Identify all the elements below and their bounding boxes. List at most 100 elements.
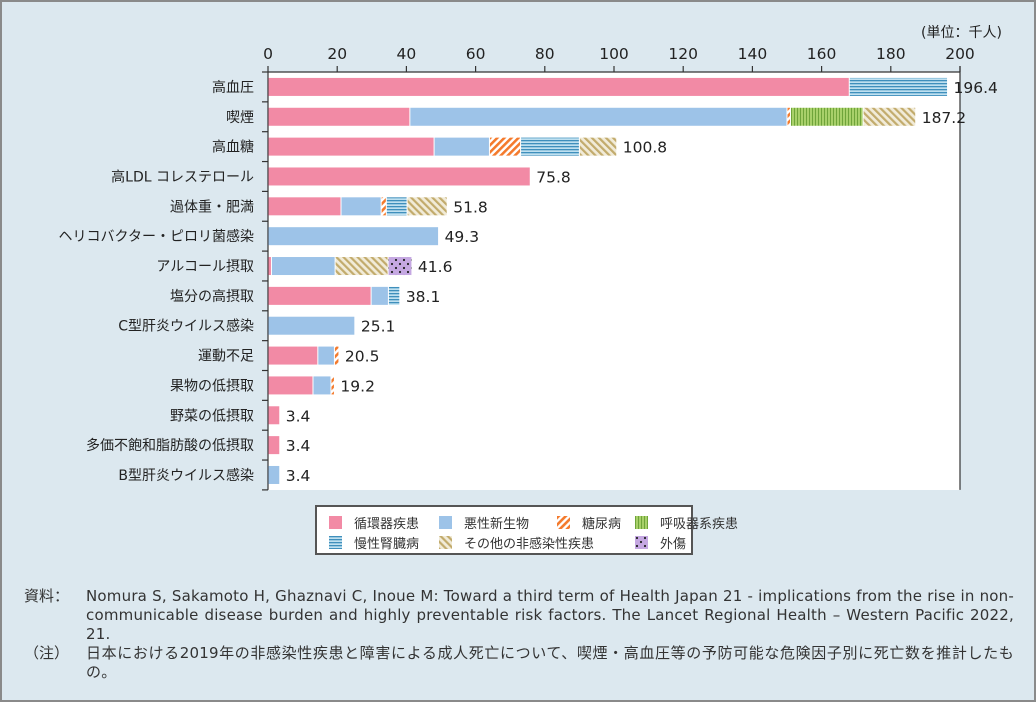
x-tick-label: 100 (599, 45, 629, 63)
legend-swatch (557, 516, 570, 529)
category-label: 果物の低摂取 (170, 378, 254, 394)
legend-item: 慢性腎臓病 (329, 533, 419, 552)
total-label: 3.4 (286, 407, 311, 425)
category-label: 高血圧 (212, 79, 254, 96)
legend-label: 外傷 (660, 537, 687, 552)
bar-segment (268, 137, 434, 156)
bar-segment (489, 137, 521, 156)
category-label: 喫煙 (226, 110, 254, 126)
bar-segment (313, 376, 331, 395)
category-label: 野菜の低摂取 (170, 408, 254, 424)
legend-swatch-fill (557, 516, 570, 529)
bar-segment (331, 376, 334, 395)
legend-swatch-fill (329, 536, 342, 549)
bar-segment (386, 197, 407, 216)
bar-segment (388, 286, 400, 305)
bar-segment (268, 316, 355, 335)
unit-label: (単位：千人) (921, 25, 1002, 41)
bar-segment (268, 286, 371, 305)
total-label: 196.4 (954, 79, 998, 97)
bar-segment (407, 197, 447, 216)
category-label: 高LDL コレステロール (111, 168, 254, 185)
x-tick-label: 0 (263, 45, 273, 63)
source-note: 資料： Nomura S, Sakamoto H, Ghaznavi C, In… (24, 587, 1014, 644)
legend-label: 循環器疾患 (354, 517, 420, 532)
x-tick-label: 140 (738, 45, 768, 63)
category-label: 多価不飽和脂肪酸の低摂取 (86, 437, 254, 454)
category-label: B型肝炎ウイルス感染 (118, 467, 254, 484)
source-label: 資料： (24, 587, 70, 605)
legend-item: 呼吸器系疾患 (635, 513, 738, 532)
legend-label: 慢性腎臓病 (354, 537, 420, 552)
plot-area (268, 72, 960, 490)
bar-segment (268, 436, 280, 455)
bar-segment (268, 167, 530, 186)
x-tick-label: 160 (807, 45, 837, 63)
category-label: 高血糖 (212, 139, 254, 156)
legend-swatch (635, 516, 648, 529)
x-tick-label: 80 (535, 45, 555, 63)
legend-item: 循環器疾患 (329, 513, 419, 532)
legend-label: その他の非感染性疾患 (464, 537, 595, 552)
legend-label: 呼吸器系疾患 (660, 517, 739, 532)
note-text: 日本における2019年の非感染性疾患と障害による成人死亡について、喫煙・高血圧等… (86, 644, 1014, 681)
legend-item: 糖尿病 (557, 513, 621, 532)
bar-segment (334, 346, 339, 365)
legend-swatch-fill (635, 536, 648, 549)
total-label: 25.1 (361, 318, 396, 336)
stacked-bar-chart: 0 20 40 60 80 100 120 140 160 180 200 高血圧喫煙高血糖高LDL… (59, 45, 998, 491)
total-label: 49.3 (445, 228, 480, 246)
bar-segment (268, 227, 439, 246)
bar-segment (787, 107, 790, 126)
x-tick-label: 20 (327, 45, 347, 63)
legend-item: その他の非感染性疾患 (439, 533, 594, 552)
total-label: 41.6 (418, 258, 453, 276)
total-label: 100.8 (623, 139, 667, 157)
x-tick-label: 200 (945, 45, 975, 63)
total-label: 51.8 (453, 198, 488, 216)
bar-segment (434, 137, 489, 156)
x-tick-label: 120 (668, 45, 698, 63)
legend-item: 悪性新生物 (439, 513, 529, 532)
bar-segment (268, 77, 849, 96)
legend-swatch-fill (439, 516, 452, 529)
category-label: 過体重・肥満 (170, 199, 254, 215)
bar-segment (410, 107, 787, 126)
note-label: （注） (24, 644, 70, 662)
x-tick-label: 40 (397, 45, 417, 63)
x-tick-label: 180 (876, 45, 906, 63)
bar-segment (268, 406, 280, 425)
total-label: 20.5 (345, 348, 380, 366)
notes: 資料： Nomura S, Sakamoto H, Ghaznavi C, In… (24, 587, 1014, 682)
legend-swatch (439, 516, 452, 529)
source-text: Nomura S, Sakamoto H, Ghaznavi C, Inoue … (86, 587, 1014, 643)
bar-segment (268, 465, 280, 484)
legend-swatch (635, 536, 648, 549)
bar-segment (863, 107, 916, 126)
legend-label: 悪性新生物 (464, 517, 530, 532)
category-label: ヘリコバクター・ピロリ菌感染 (59, 228, 254, 245)
total-label: 187.2 (922, 109, 966, 127)
total-label: 19.2 (340, 377, 375, 395)
legend-swatch-fill (635, 516, 648, 529)
bar-segment (341, 197, 381, 216)
category-label: 塩分の高摂取 (170, 288, 254, 305)
category-label: C型肝炎ウイルス感染 (118, 318, 254, 335)
total-label: 75.8 (536, 168, 571, 186)
bar-segment (268, 376, 313, 395)
bar-segment (335, 257, 388, 276)
annotation-note: （注） 日本における2019年の非感染性疾患と障害による成人死亡について、喫煙・… (24, 644, 1014, 682)
category-label: アルコール摂取 (156, 259, 254, 275)
total-label: 38.1 (406, 288, 441, 306)
bar-segment (849, 77, 948, 96)
bar-segment (268, 346, 318, 365)
total-label: 3.4 (286, 467, 311, 485)
bar-segment (271, 257, 335, 276)
bar-segment (790, 107, 863, 126)
bar-segment (371, 286, 388, 305)
bar-segment (268, 107, 410, 126)
bar-segment (579, 137, 617, 156)
bar-segment (521, 137, 579, 156)
legend: 循環器疾患 悪性新生物 糖尿病 呼吸器系疾患慢性腎臓病 その他の非感染性疾患 外傷 (315, 505, 738, 555)
